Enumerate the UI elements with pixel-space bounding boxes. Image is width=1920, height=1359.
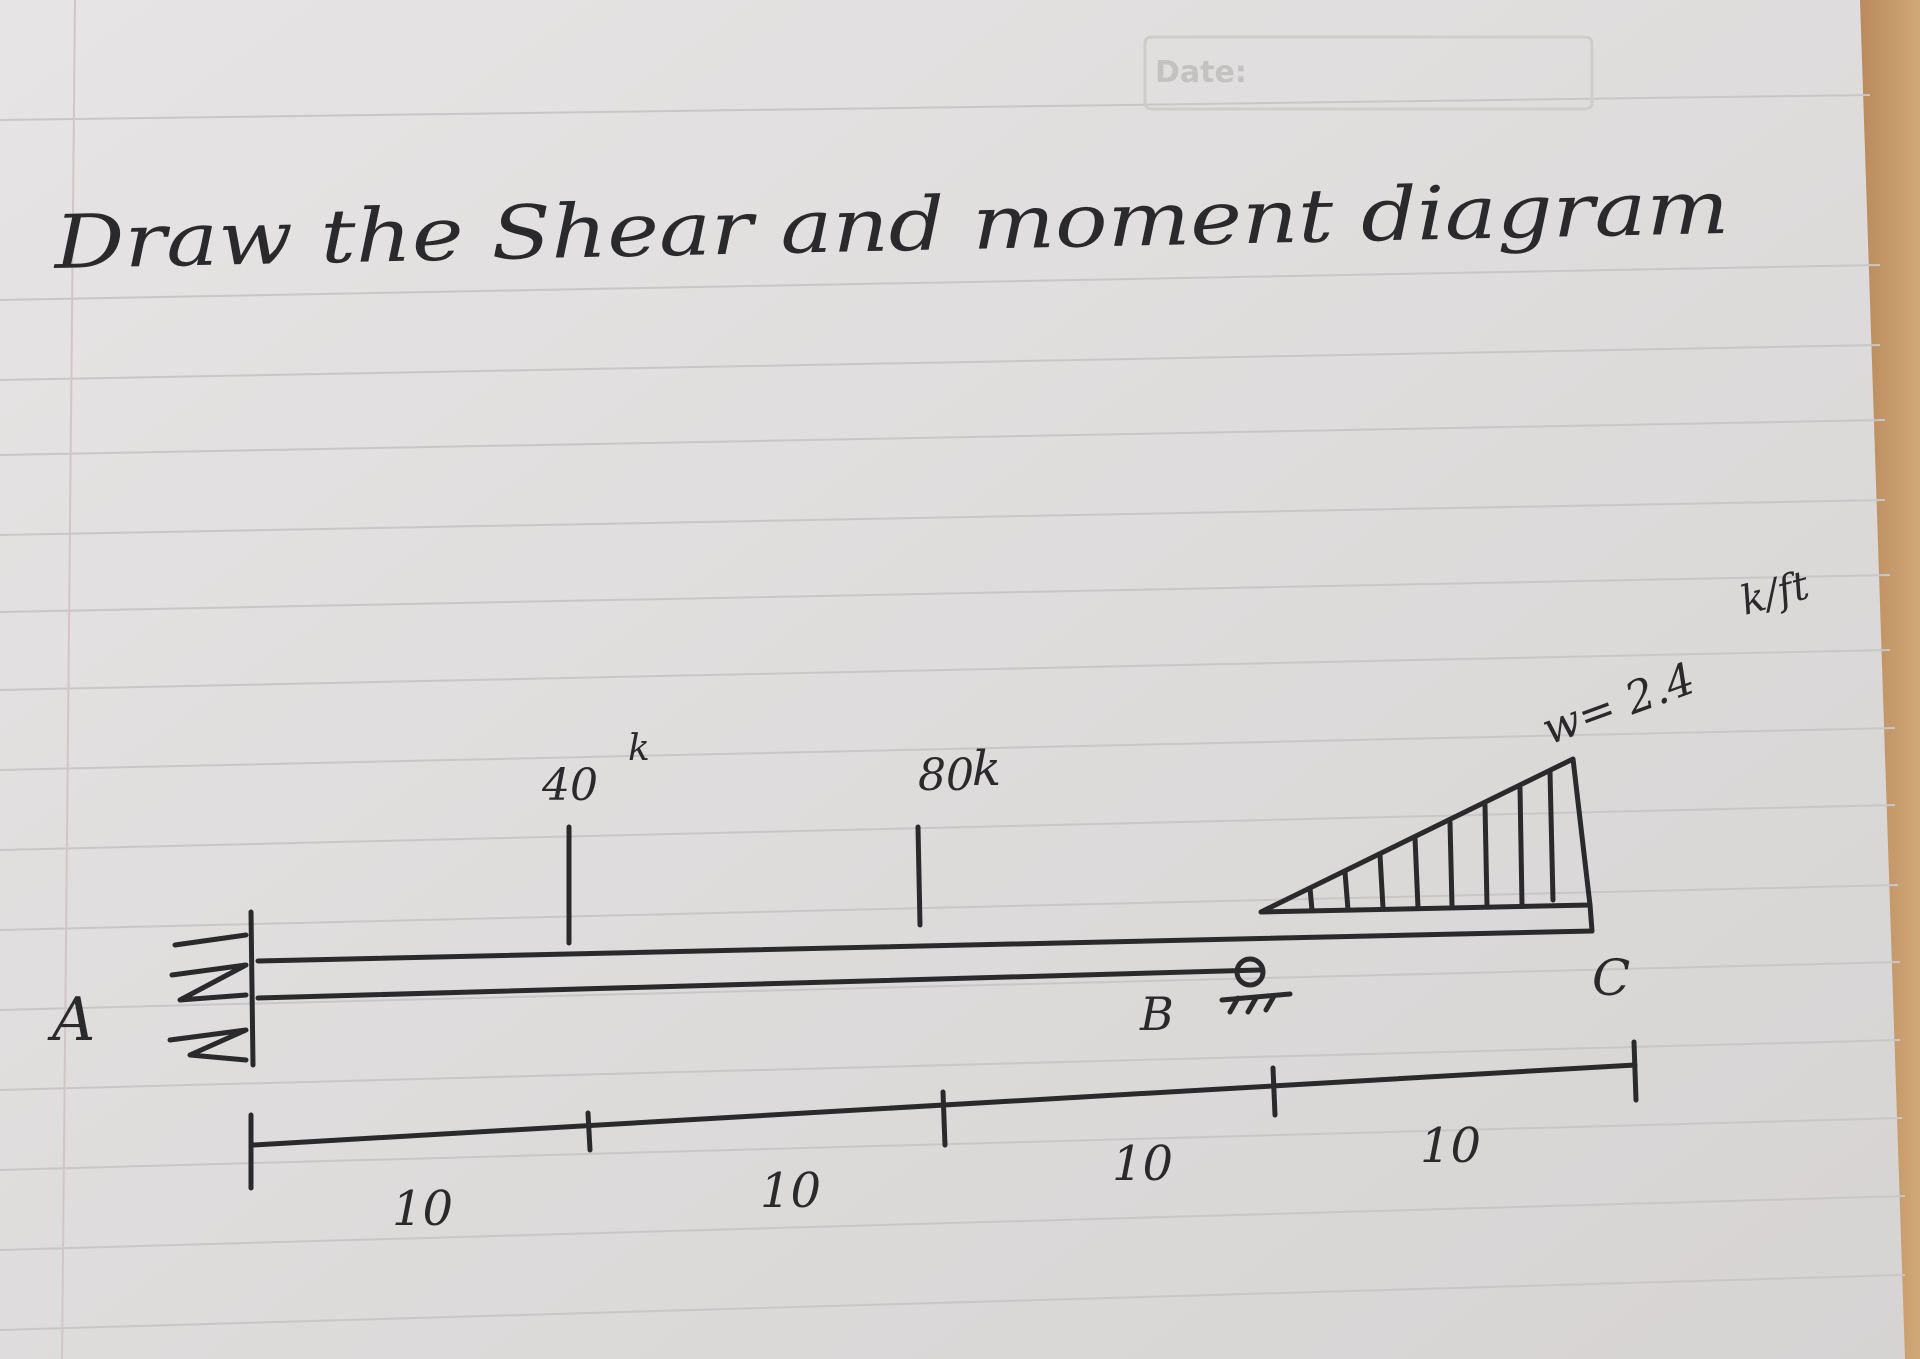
point-load-40-value: 40	[541, 760, 598, 811]
end-c-label: C	[1592, 949, 1630, 1007]
triangular-distributed-load	[1258, 756, 1593, 915]
beam	[255, 902, 1595, 1001]
table-edge	[1860, 0, 1920, 1359]
dimension-line	[248, 1039, 1639, 1191]
dimension-label-4: 10	[1420, 1118, 1481, 1174]
date-box: Date:	[1143, 35, 1594, 111]
point-load-80-unit: k	[972, 741, 1001, 797]
dimension-label-2: 10	[760, 1163, 821, 1219]
point-load-40-unit: k	[628, 728, 650, 769]
dimension-label-3: 10	[1112, 1136, 1173, 1192]
fixed-support-icon	[167, 909, 256, 1068]
point-load-80k: 80 k	[915, 741, 1001, 928]
point-load-80-value: 80	[918, 750, 974, 801]
point-load-40k: 40 k	[541, 728, 650, 946]
support-a-label: A	[47, 985, 95, 1055]
date-label: Date:	[1155, 55, 1247, 90]
roller-support-icon	[1219, 956, 1293, 1015]
support-b-label: B	[1139, 987, 1174, 1041]
dimension-label-1: 10	[392, 1181, 453, 1237]
